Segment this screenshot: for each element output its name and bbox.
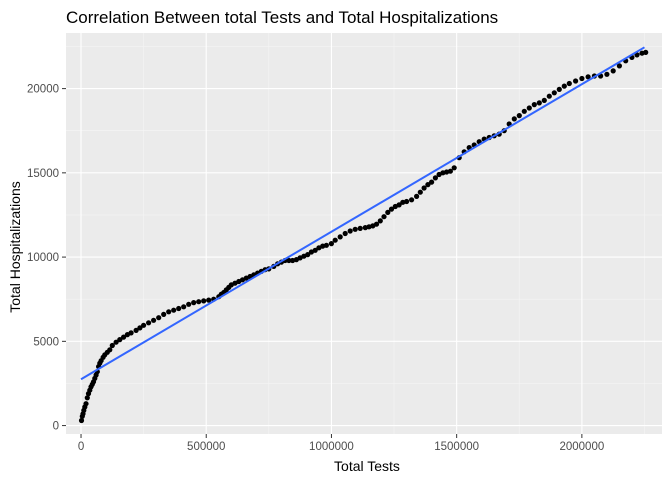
data-point xyxy=(156,315,162,321)
data-point xyxy=(396,202,402,208)
data-point xyxy=(404,198,410,205)
data-point xyxy=(521,108,527,114)
data-point xyxy=(616,63,623,69)
data-point xyxy=(643,49,649,56)
y-tick-label: 10000 xyxy=(27,252,59,264)
data-point xyxy=(133,327,139,333)
data-points xyxy=(78,49,649,424)
data-point xyxy=(166,309,172,315)
data-point xyxy=(447,168,453,174)
data-point xyxy=(121,334,127,340)
data-point xyxy=(417,189,423,195)
data-point xyxy=(377,218,383,224)
data-point xyxy=(137,325,143,331)
data-point xyxy=(84,395,90,401)
data-point xyxy=(332,237,338,243)
data-point xyxy=(206,297,212,303)
data-point xyxy=(425,182,431,188)
data-point xyxy=(328,241,334,247)
data-point xyxy=(604,71,610,77)
y-tick-label: 20000 xyxy=(27,84,59,96)
data-point xyxy=(352,226,358,232)
y-axis-ticks: 0 5000 10000 15000 20000 xyxy=(27,84,66,433)
data-point xyxy=(347,228,353,234)
data-point xyxy=(381,214,387,220)
major-gridlines xyxy=(66,33,662,434)
data-point xyxy=(83,401,89,407)
data-point xyxy=(511,116,517,122)
data-point xyxy=(171,307,177,313)
data-point xyxy=(573,78,579,84)
data-point xyxy=(432,175,438,181)
data-point xyxy=(128,330,134,336)
data-point xyxy=(312,247,318,253)
data-point xyxy=(516,113,522,119)
y-tick-label: 15000 xyxy=(27,168,59,180)
data-point xyxy=(579,75,585,82)
y-axis-title: Total Hospitalizations xyxy=(7,181,23,313)
data-point xyxy=(191,300,197,306)
data-point xyxy=(546,93,552,99)
data-point xyxy=(342,230,348,237)
data-point xyxy=(146,320,152,326)
data-point xyxy=(78,417,85,424)
data-point xyxy=(286,257,292,264)
data-point xyxy=(541,97,547,103)
data-point xyxy=(388,206,395,212)
data-point xyxy=(357,225,363,231)
data-point xyxy=(181,304,187,310)
data-point xyxy=(526,105,532,111)
y-tick-label: 0 xyxy=(53,421,59,433)
x-tick-label: 0 xyxy=(78,441,84,453)
data-point xyxy=(305,252,311,258)
plot-panel xyxy=(66,33,662,434)
data-point xyxy=(201,298,207,304)
data-point xyxy=(337,234,343,240)
data-point xyxy=(107,347,113,353)
data-point xyxy=(186,301,192,307)
data-point xyxy=(610,68,616,74)
regression-line xyxy=(80,46,645,381)
chart-title: Correlation Between total Tests and Tota… xyxy=(66,8,498,27)
data-point xyxy=(373,221,380,227)
data-point xyxy=(566,80,572,87)
data-point xyxy=(585,74,591,80)
x-tick-label: 1000000 xyxy=(309,441,354,453)
x-axis-title: Total Tests xyxy=(334,458,400,474)
data-point xyxy=(385,209,391,215)
data-point xyxy=(561,83,567,89)
data-point xyxy=(151,317,157,323)
data-point xyxy=(531,102,537,108)
data-point xyxy=(451,165,457,171)
data-point xyxy=(429,179,435,185)
x-tick-label: 1500000 xyxy=(434,441,479,453)
data-point xyxy=(536,100,542,106)
y-tick-label: 5000 xyxy=(33,336,59,348)
data-point xyxy=(117,337,123,343)
data-point xyxy=(113,339,119,345)
data-point xyxy=(196,299,202,305)
data-point xyxy=(109,342,115,349)
data-point xyxy=(409,197,415,203)
data-point xyxy=(556,86,562,92)
data-point xyxy=(551,90,557,96)
data-point xyxy=(414,193,420,199)
data-point xyxy=(323,242,329,248)
minor-gridlines xyxy=(66,33,662,434)
x-axis-ticks: 0 500000 1000000 1500000 2000000 xyxy=(78,434,604,453)
x-tick-label: 2000000 xyxy=(559,441,604,453)
data-point xyxy=(161,311,167,317)
x-tick-label: 500000 xyxy=(187,441,225,453)
data-point xyxy=(176,305,182,312)
data-point xyxy=(141,322,147,328)
data-point xyxy=(421,185,427,191)
